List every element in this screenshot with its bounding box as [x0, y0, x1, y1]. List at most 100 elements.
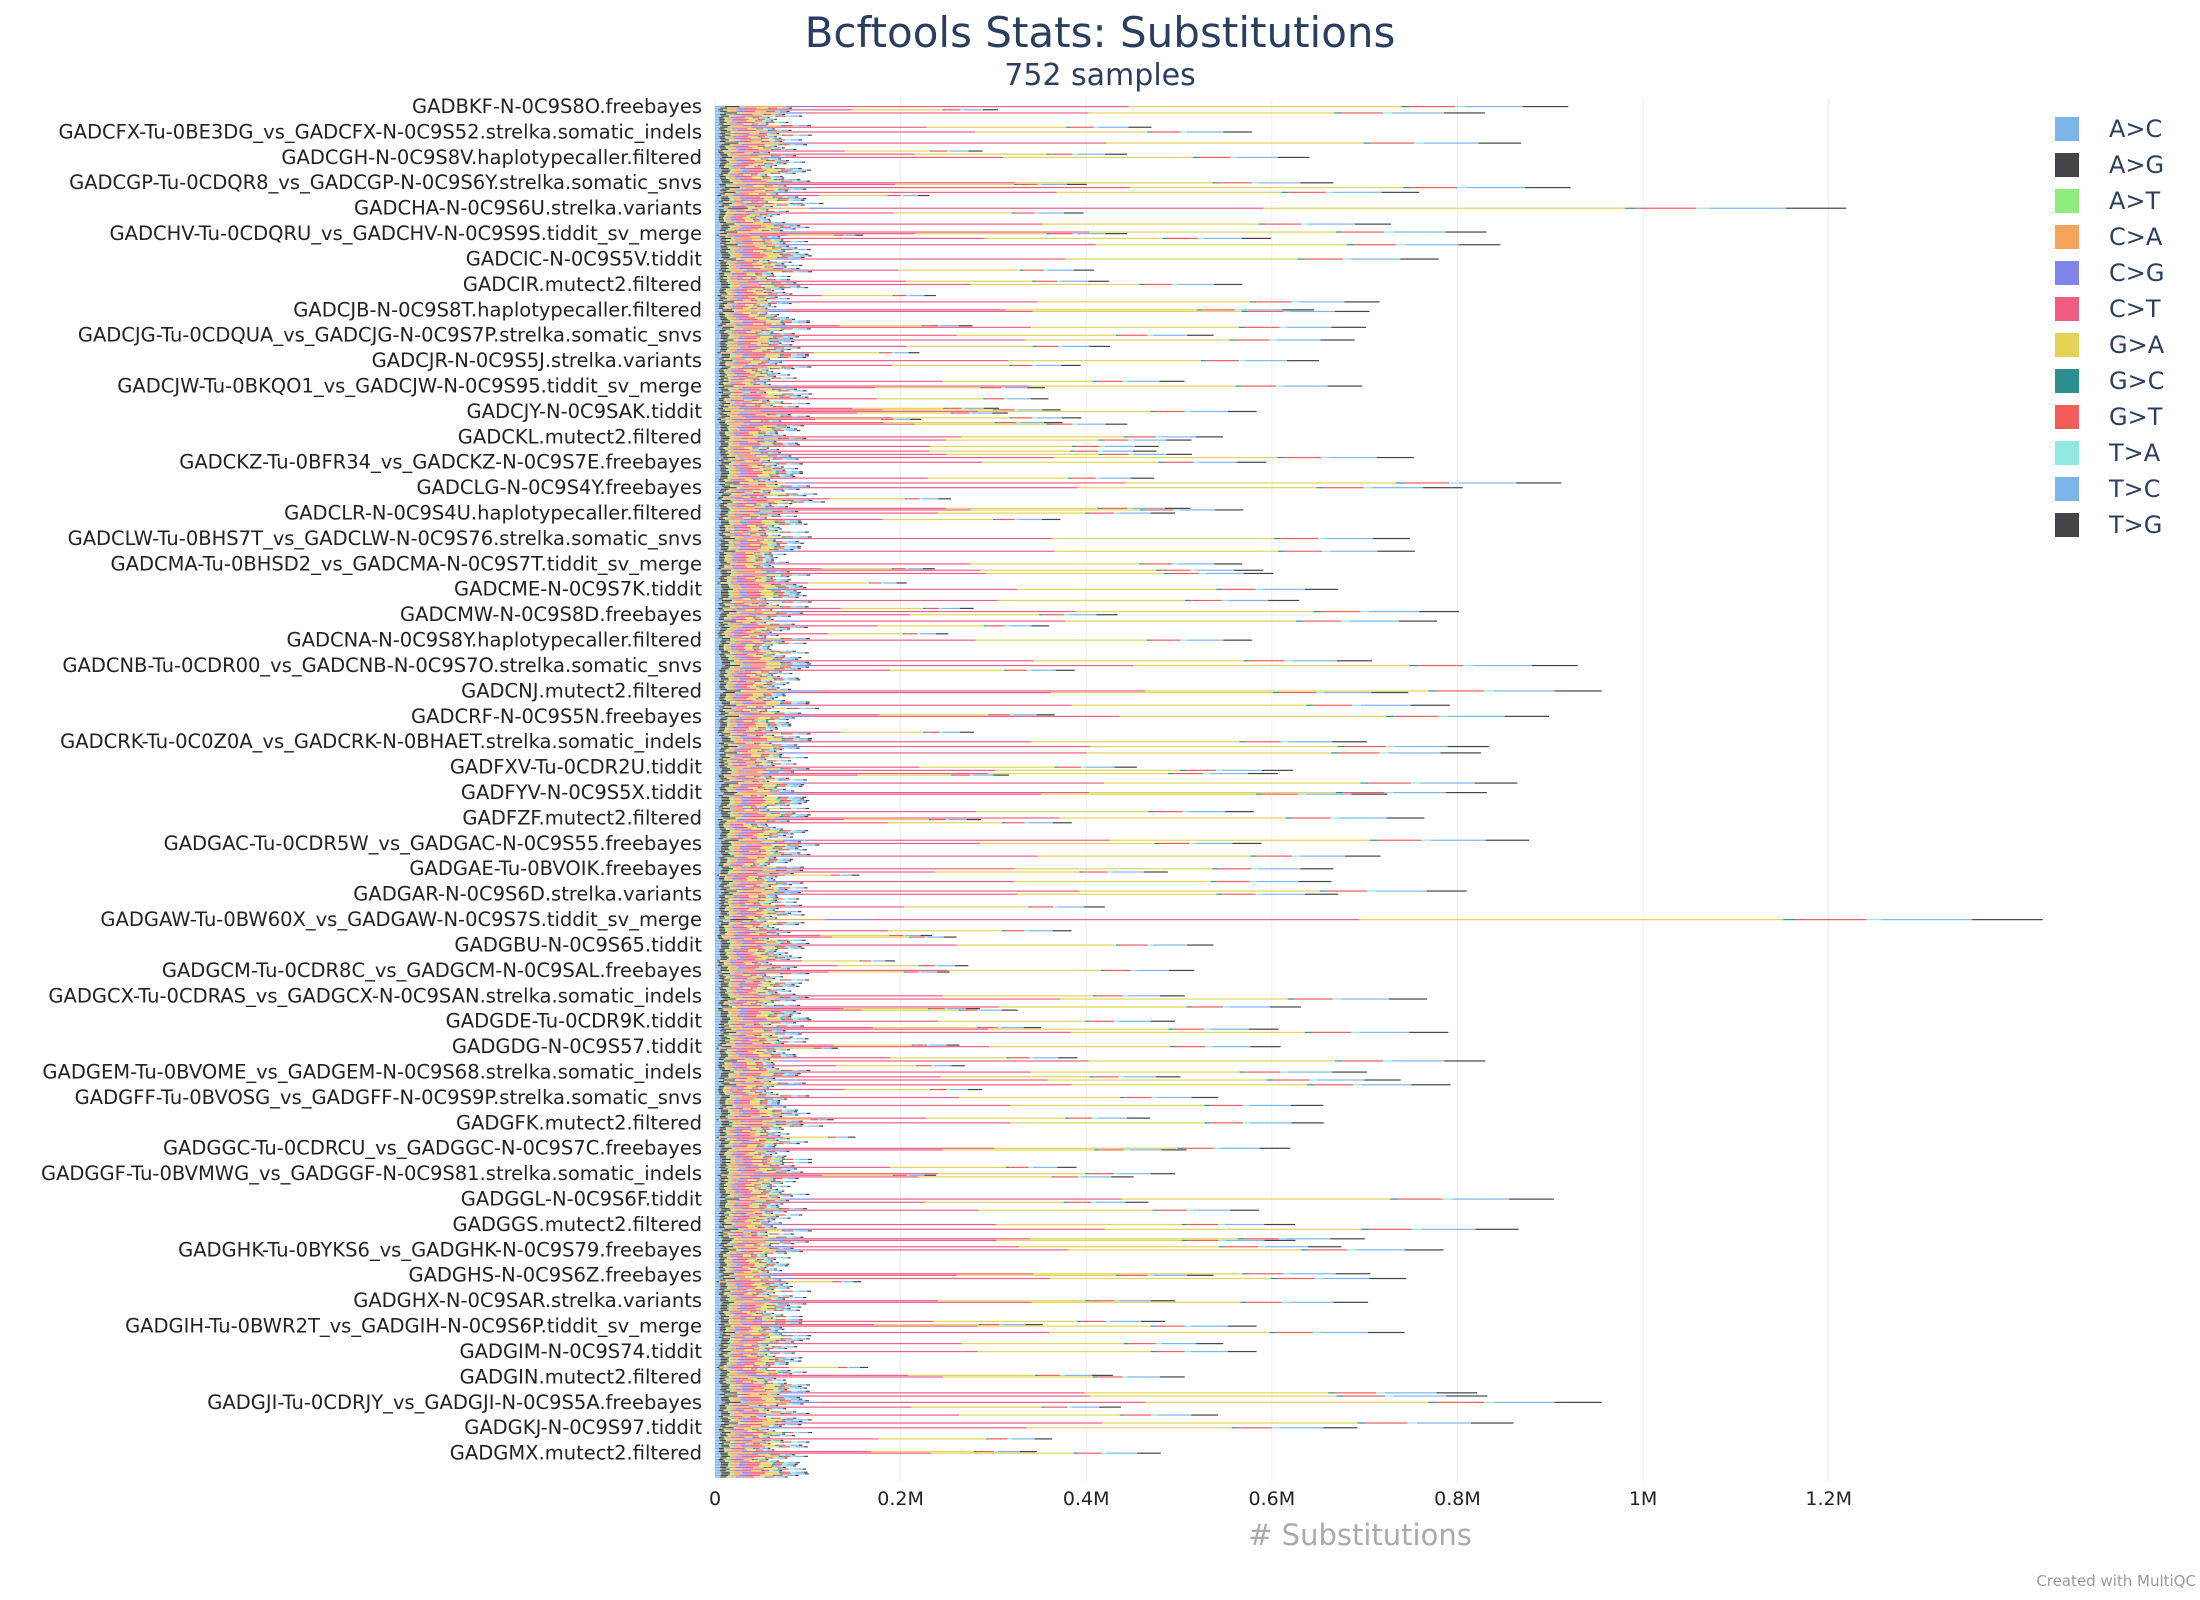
bar-segment [724, 375, 728, 378]
bar-segment [727, 750, 733, 752]
bar-segment [738, 352, 815, 354]
bar-segment [893, 568, 906, 570]
bar-segment [783, 355, 792, 357]
bar-segment [766, 684, 773, 686]
bar-segment [775, 471, 780, 473]
bar-segment [759, 514, 763, 516]
bar-segment [1196, 436, 1224, 438]
bar-segment [715, 220, 719, 222]
bar-segment [788, 444, 797, 446]
bar-segment [733, 283, 759, 286]
bar-segment [715, 726, 720, 729]
bar-segment [1227, 410, 1257, 413]
bar-segment [737, 136, 749, 138]
bar-segment [747, 207, 755, 209]
bar-segment [736, 325, 746, 327]
bar-segment [782, 672, 790, 675]
bar-segment [775, 472, 780, 475]
bar-segment [749, 423, 764, 425]
bar-segment [1341, 112, 1383, 114]
bar-segment [720, 352, 723, 354]
bar-segment [1105, 153, 1128, 155]
bar-segment [731, 215, 737, 217]
bar-segment [745, 183, 759, 185]
bar-segment [754, 644, 758, 646]
bar-segment [715, 639, 722, 641]
bar-segment [715, 158, 720, 160]
bar-segment [1241, 385, 1277, 387]
bar-segment [763, 220, 769, 222]
bar-segment [761, 314, 767, 316]
bar-segment [736, 734, 747, 737]
bar-segment [764, 356, 778, 359]
bar-segment [727, 672, 731, 675]
bar-segment [769, 556, 776, 559]
bar-segment [729, 636, 734, 638]
bar-segment [725, 533, 730, 535]
bar-segment [715, 344, 721, 346]
bar-segment [740, 690, 746, 692]
bar-segment [727, 136, 733, 138]
bar-segment [766, 426, 770, 428]
bar-segment [715, 360, 723, 362]
bar-segment [1360, 704, 1411, 706]
bar-segment [764, 401, 771, 403]
bar-segment [774, 167, 779, 170]
bar-segment [760, 420, 764, 422]
bar-segment [735, 434, 742, 436]
bar-segment [783, 549, 791, 551]
bar-segment [798, 167, 802, 170]
bar-segment [715, 204, 722, 206]
bar-segment [752, 217, 757, 219]
bar-segment [757, 368, 770, 370]
bar-segment [785, 282, 794, 284]
bar-segment [735, 221, 742, 224]
bar-segment [1335, 231, 1344, 233]
bar-segment [1132, 507, 1166, 509]
bar-segment [744, 155, 759, 157]
bar-segment [756, 215, 762, 217]
bar-segment [735, 447, 745, 449]
bar-segment [777, 545, 785, 548]
bar-segment [717, 294, 722, 297]
bar-segment [776, 509, 972, 511]
bar-segment [742, 506, 755, 508]
bar-segment [781, 377, 787, 379]
bar-segment [719, 529, 726, 532]
bar-segment [795, 757, 805, 759]
bar-segment [725, 299, 731, 301]
bar-segment [782, 510, 788, 513]
bar-segment [724, 731, 737, 733]
bar-segment [763, 423, 915, 425]
bar-segment [728, 488, 732, 490]
bar-segment [743, 209, 752, 211]
bar-segment [787, 199, 793, 201]
bar-segment [718, 123, 724, 125]
bar-segment [960, 109, 964, 111]
bar-segment [737, 480, 749, 482]
bar-segment [759, 117, 763, 119]
bar-segment [757, 201, 761, 203]
bar-segment [781, 437, 789, 440]
bar-segment [781, 328, 785, 330]
bar-segment [756, 502, 769, 505]
bar-segment [797, 701, 807, 703]
bar-segment [786, 682, 790, 684]
bar-segment [1313, 704, 1353, 706]
bar-segment [807, 582, 870, 584]
bar-segment [715, 522, 722, 524]
bar-segment [773, 475, 781, 478]
bar-segment [721, 199, 730, 201]
bar-segment [755, 564, 761, 567]
bar-segment [775, 699, 783, 702]
bar-segment [1249, 660, 1285, 662]
bar-segment [1098, 453, 1104, 455]
bar-segment [760, 726, 766, 729]
bar-segment [728, 177, 736, 179]
bar-segment [1042, 223, 1259, 225]
bar-segment [765, 120, 772, 122]
bar-segment [1173, 509, 1180, 511]
bar-segment [789, 712, 798, 714]
bar-segment [855, 234, 864, 236]
bar-segment [730, 307, 735, 309]
